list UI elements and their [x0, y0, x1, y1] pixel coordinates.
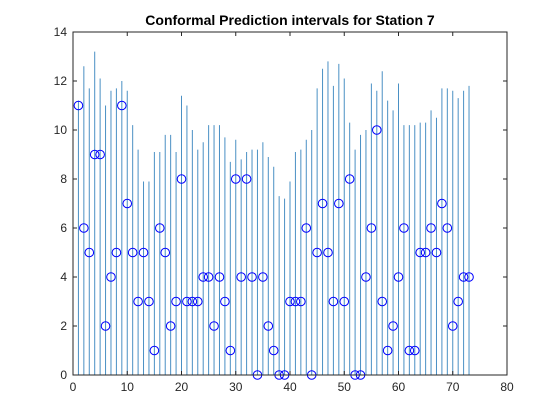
data-point	[79, 223, 89, 233]
data-point	[236, 272, 246, 282]
data-point	[447, 321, 458, 331]
data-point	[198, 272, 208, 282]
x-tick-label: 30	[229, 380, 243, 394]
data-point	[409, 345, 420, 356]
data-point	[122, 198, 133, 209]
data-point	[176, 174, 187, 184]
data-point	[464, 272, 474, 282]
data-point	[415, 247, 426, 258]
data-point	[339, 296, 350, 307]
data-point	[442, 223, 453, 233]
data-point	[89, 149, 100, 160]
data-point	[437, 198, 447, 209]
data-point	[133, 296, 143, 307]
y-tick-label: 8	[60, 172, 67, 186]
y-tick-label: 4	[60, 270, 67, 284]
chart-title: Conformal Prediction intervals for Stati…	[145, 12, 435, 28]
interval-lines	[77, 51, 470, 375]
data-point	[149, 345, 160, 356]
data-point	[160, 247, 171, 258]
data-point	[138, 247, 149, 258]
data-point	[209, 321, 219, 331]
prediction-points	[73, 100, 474, 380]
data-point	[377, 296, 388, 307]
x-tick-label: 20	[175, 380, 189, 394]
data-point	[317, 198, 328, 209]
x-tick-label: 10	[121, 380, 135, 394]
x-tick-label: 80	[500, 380, 514, 394]
data-point	[290, 296, 301, 307]
data-point	[203, 272, 214, 282]
data-point	[285, 296, 295, 307]
data-point	[155, 223, 165, 233]
y-tick-label: 0	[60, 368, 67, 382]
data-point	[388, 321, 398, 331]
data-point	[127, 247, 138, 258]
y-axis: 0 2 4 6 8 10 12 14	[54, 25, 507, 382]
x-tick-label: 0	[70, 380, 77, 394]
data-point	[111, 247, 122, 258]
data-point	[192, 296, 203, 307]
data-point	[366, 223, 377, 233]
data-point	[361, 272, 371, 282]
data-point	[187, 296, 198, 307]
data-point	[263, 321, 274, 331]
y-tick-label: 10	[54, 123, 68, 137]
data-point	[247, 272, 257, 282]
data-point	[214, 272, 225, 282]
data-point	[144, 296, 154, 307]
y-tick-label: 12	[54, 74, 68, 88]
data-point	[399, 223, 409, 233]
data-point	[453, 296, 463, 307]
x-tick-label: 60	[392, 380, 406, 394]
data-point	[431, 247, 442, 258]
data-point	[100, 321, 111, 331]
data-point	[117, 100, 127, 111]
data-point	[312, 247, 322, 258]
data-point	[458, 272, 469, 282]
data-point	[241, 174, 252, 184]
data-point	[382, 345, 393, 356]
data-point	[420, 247, 431, 258]
data-point	[225, 345, 236, 356]
data-point	[171, 296, 181, 307]
x-tick-label: 50	[338, 380, 352, 394]
data-point	[328, 296, 339, 307]
data-point	[258, 272, 268, 282]
data-point	[404, 345, 415, 356]
data-point	[296, 296, 306, 307]
y-tick-label: 6	[60, 221, 67, 235]
data-point	[220, 296, 230, 307]
data-point	[106, 272, 116, 282]
data-point	[323, 247, 333, 258]
data-point	[301, 223, 312, 233]
data-point	[95, 149, 105, 160]
x-axis: 0 10 20 30 40 50 60 70 80	[70, 32, 514, 394]
x-tick-label: 40	[283, 380, 297, 394]
data-point	[393, 272, 404, 282]
x-tick-label: 70	[446, 380, 460, 394]
data-point	[372, 125, 382, 135]
data-point	[268, 345, 279, 356]
data-point	[426, 223, 436, 233]
data-point	[165, 321, 176, 331]
data-point	[73, 100, 84, 111]
data-point	[344, 174, 355, 184]
y-tick-label: 14	[54, 25, 68, 39]
data-point	[230, 174, 241, 184]
data-point	[334, 198, 344, 209]
y-tick-label: 2	[60, 319, 67, 333]
data-point	[182, 296, 192, 307]
data-point	[84, 247, 95, 258]
